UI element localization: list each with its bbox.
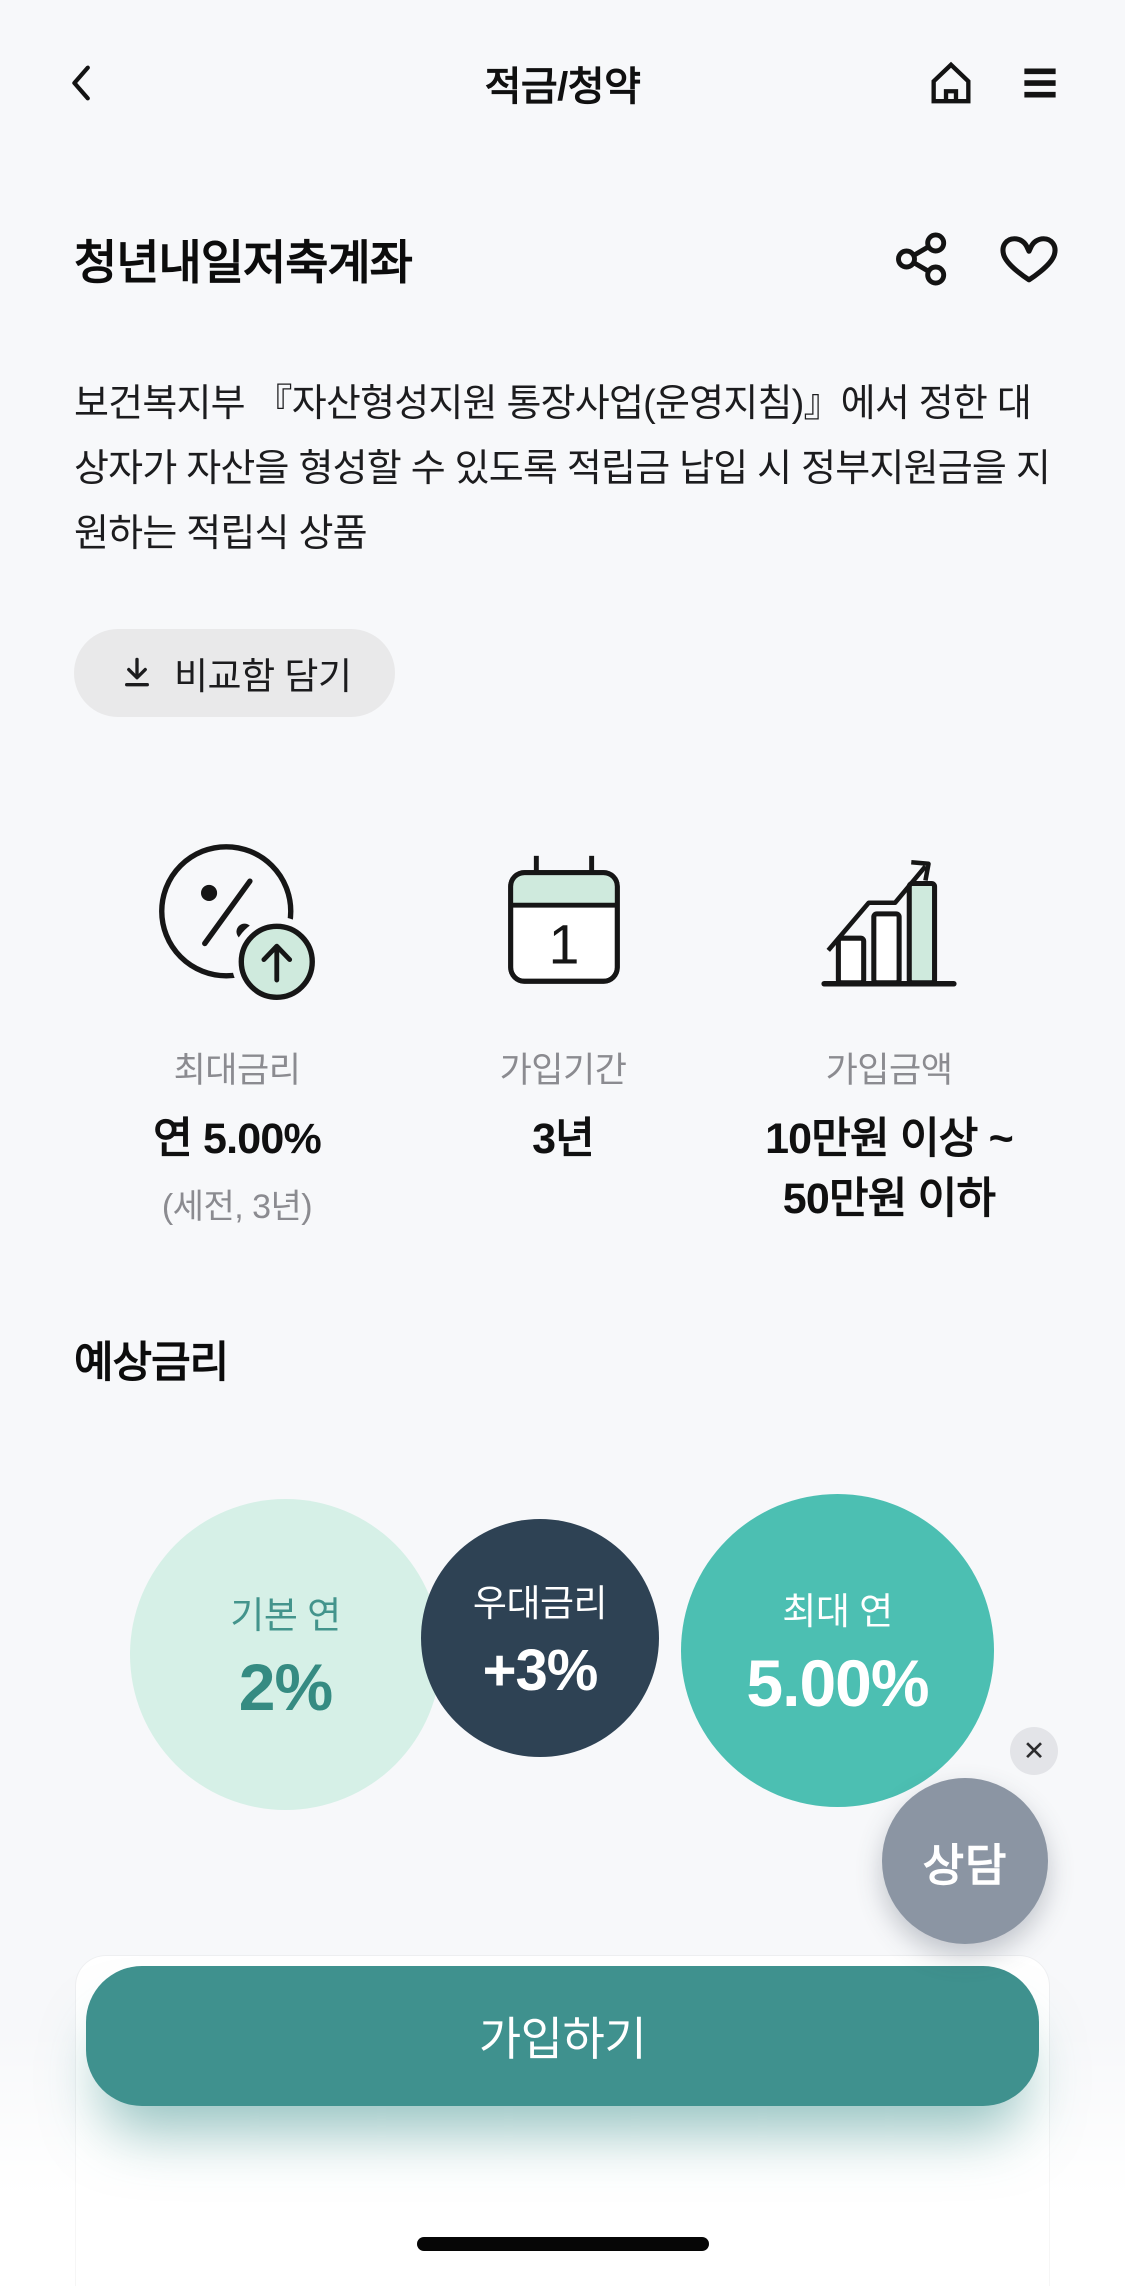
rate-circle-bonus: 우대금리 +3%	[421, 1519, 659, 1757]
compare-add-label: 비교함 담기	[174, 656, 352, 697]
feature-label: 최대금리	[173, 1051, 301, 1090]
expected-rate-heading: 예상금리	[74, 1339, 229, 1387]
hamburger-menu-icon	[1015, 58, 1065, 108]
calendar-day-number: 1	[549, 913, 580, 975]
feature-amount: 가입금액 10만원 이상 ~ 50만원 이하	[726, 828, 1052, 1229]
heart-icon	[997, 227, 1061, 291]
navbar-actions	[925, 57, 1065, 109]
compare-add-button[interactable]: 비교함 담기	[74, 629, 396, 717]
rate-circle-value: 5.00%	[746, 1645, 929, 1720]
percent-rate-up-icon	[151, 828, 323, 1016]
favorite-button[interactable]	[997, 227, 1061, 291]
calendar-icon: 1	[484, 828, 642, 1016]
close-icon: ✕	[1022, 1735, 1046, 1766]
rate-circle-basic: 기본 연 2%	[130, 1499, 441, 1810]
rate-circle-value: 2%	[238, 1649, 333, 1724]
rate-circle-value: +3%	[482, 1637, 599, 1703]
feature-label: 가입금액	[825, 1051, 953, 1090]
home-indicator[interactable]	[417, 2237, 709, 2251]
rate-circle-label: 최대 연	[782, 1590, 893, 1632]
home-icon	[925, 57, 977, 109]
consult-label: 상담	[922, 1839, 1008, 1891]
share-button[interactable]	[891, 228, 953, 290]
feature-value: 10만원 이상 ~ 50만원 이하	[765, 1115, 1014, 1223]
menu-button[interactable]	[1015, 58, 1065, 108]
bottom-sheet: 가입하기	[76, 1956, 1049, 2286]
back-button[interactable]	[60, 60, 106, 106]
feature-subtext: (세전, 3년)	[161, 1188, 313, 1226]
bar-chart-growth-icon	[808, 828, 970, 1016]
feature-value: 3년	[532, 1115, 595, 1163]
product-description: 보건복지부 『자산형성지원 통장사업(운영지침)』에서 정한 대상자가 자산을 …	[74, 383, 1051, 555]
consult-close-button[interactable]: ✕	[1010, 1727, 1058, 1775]
share-icon	[891, 228, 953, 290]
feature-summary: 최대금리 연 5.00% (세전, 3년) 1 가입기간 3년	[74, 828, 1052, 1229]
feature-label: 가입기간	[499, 1051, 627, 1090]
product-header: 청년내일저축계좌	[74, 224, 1061, 293]
product-name: 청년내일저축계좌	[74, 236, 413, 289]
home-button[interactable]	[925, 57, 977, 109]
consult-floating-button[interactable]: 상담	[882, 1778, 1048, 1944]
navbar: 적금/청약	[0, 38, 1125, 128]
feature-max-rate: 최대금리 연 5.00% (세전, 3년)	[74, 828, 400, 1229]
rate-circle-label: 기본 연	[230, 1594, 341, 1636]
feature-period: 1 가입기간 3년	[400, 828, 726, 1229]
subscribe-button[interactable]: 가입하기	[86, 1966, 1039, 2106]
product-actions	[891, 227, 1061, 291]
download-icon	[118, 654, 156, 692]
feature-value: 연 5.00%	[153, 1115, 322, 1163]
rate-circle-label: 우대금리	[472, 1582, 608, 1624]
rate-circle-max: 최대 연 5.00%	[681, 1494, 994, 1807]
chevron-left-icon	[60, 60, 106, 106]
